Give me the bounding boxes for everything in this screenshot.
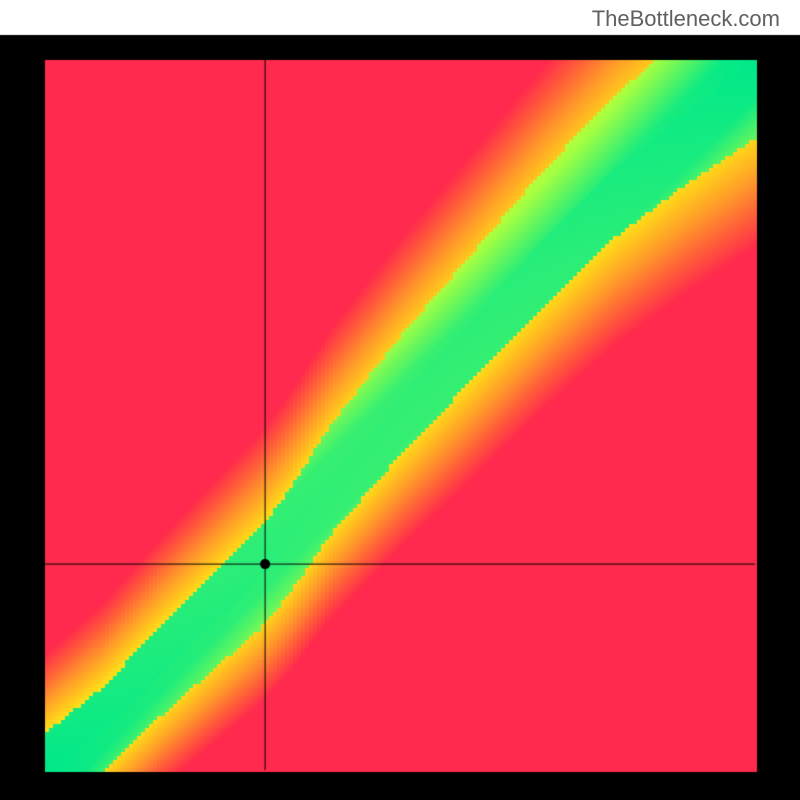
watermark-text: TheBottleneck.com	[592, 6, 780, 32]
chart-container: TheBottleneck.com	[0, 0, 800, 800]
bottleneck-heatmap	[0, 0, 800, 800]
